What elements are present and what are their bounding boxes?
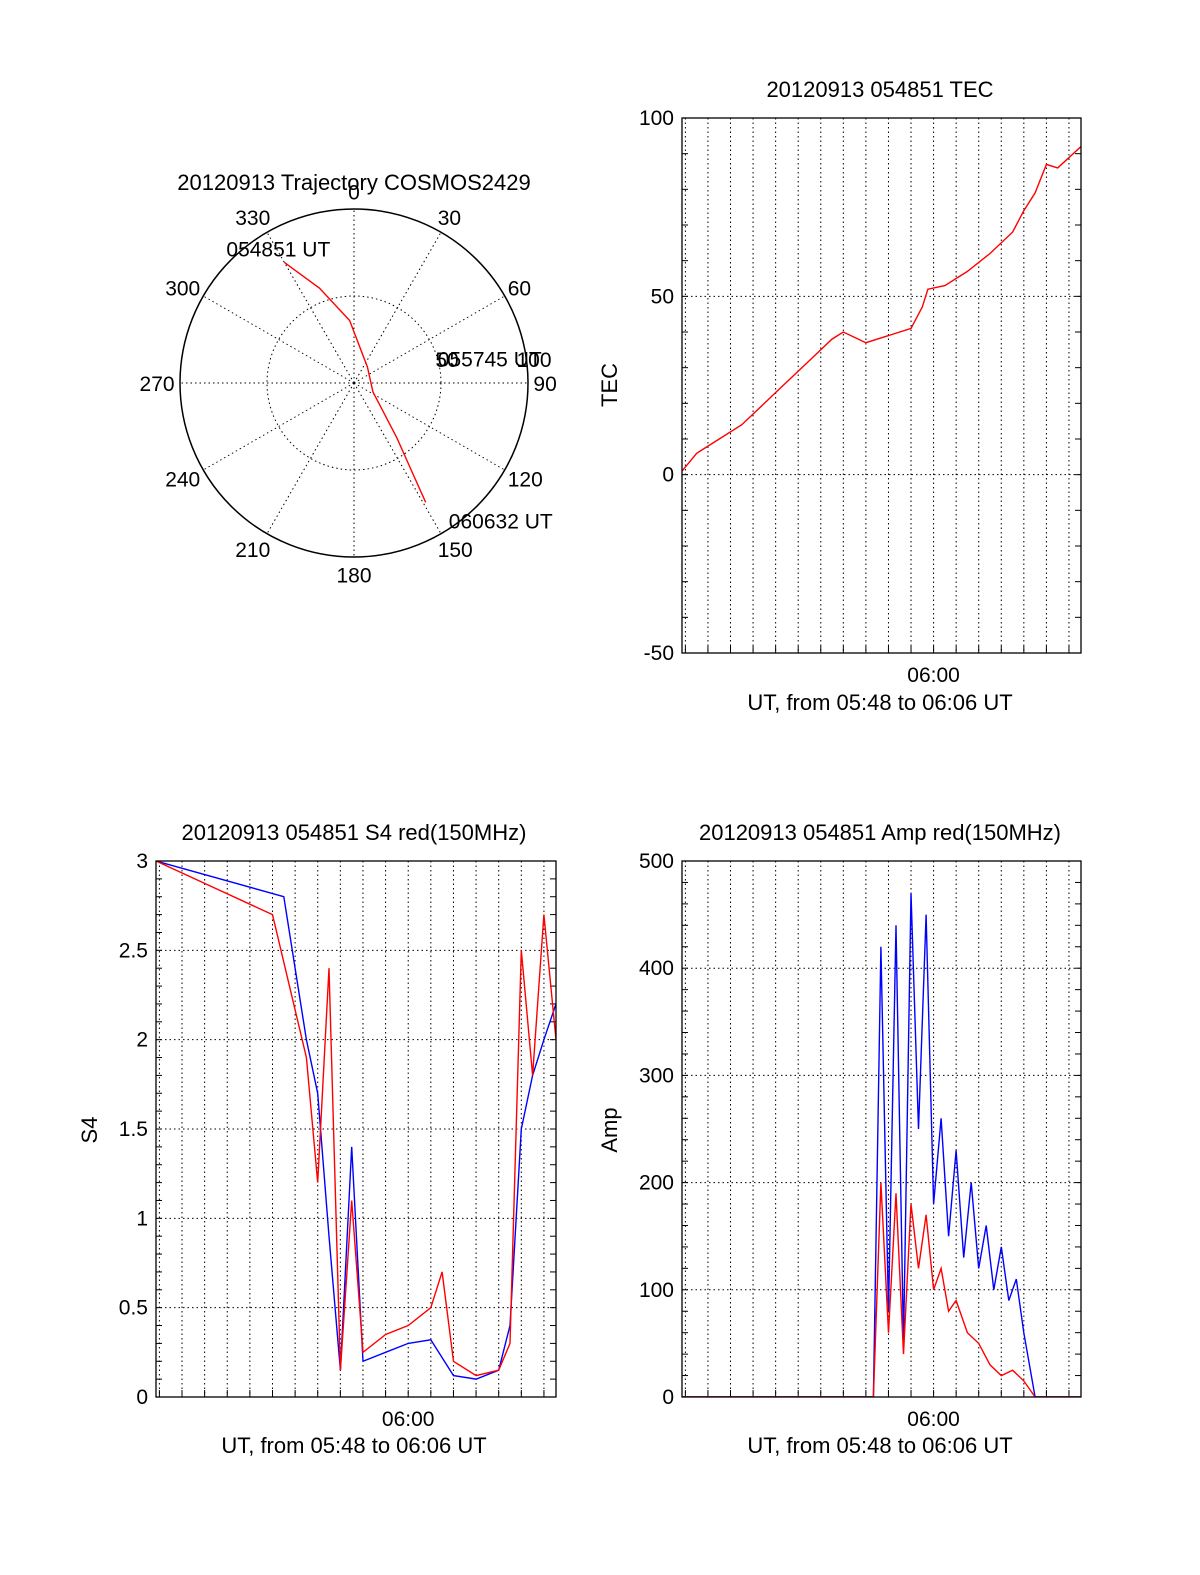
plot-frame <box>681 117 1082 654</box>
polar-radius-label: 50 <box>435 349 458 372</box>
x-tick-label: 06:00 <box>382 1408 435 1431</box>
s4-xlabel: UT, from 05:48 to 06:06 UT <box>221 1433 486 1458</box>
amp-ylabel: Amp <box>597 1107 622 1152</box>
tec-title: 20120913 054851 TEC <box>766 77 993 102</box>
polar-spoke <box>203 382 355 471</box>
y-tick-label: 200 <box>639 1172 674 1195</box>
polar-angle-label: 300 <box>165 277 200 300</box>
y-tick-label: 1 <box>136 1207 148 1230</box>
polar-angle-label: 180 <box>336 564 371 587</box>
y-tick-label: -50 <box>644 642 674 665</box>
y-tick-label: 300 <box>639 1064 674 1087</box>
series-line <box>682 1182 1081 1397</box>
plot-frame <box>681 860 1082 1398</box>
x-tick-label: 06:00 <box>907 664 960 687</box>
s4-chart: 20120913 054851 S4 red(150MHz) 0 0.5 1 1.5 2… <box>77 820 557 1458</box>
polar-angle-label: 150 <box>438 539 473 562</box>
polar-annotations: 054851 UT 055745 UT 060632 UT <box>226 238 552 533</box>
trajectory-line <box>283 261 427 503</box>
polar-angle-label: 210 <box>235 539 270 562</box>
polar-spoke <box>353 232 442 384</box>
amp-chart: 20120913 054851 Amp red(150MHz) 0 100 200 3… <box>597 820 1082 1458</box>
y-tick-label: 100 <box>639 1279 674 1302</box>
polar-radius-label: 100 <box>516 349 551 372</box>
tec-ylabel: TEC <box>597 363 622 407</box>
series-line <box>156 861 556 1377</box>
y-tick-label: 1.5 <box>119 1118 148 1141</box>
polar-angle-label: 30 <box>438 207 461 230</box>
amp-title: 20120913 054851 Amp red(150MHz) <box>699 820 1061 845</box>
series-line <box>682 145 1081 472</box>
polar-angle-label: 270 <box>140 373 175 396</box>
polar-spoke <box>266 382 355 534</box>
polar-spoke <box>353 295 505 384</box>
polar-annotation: 055745 UT <box>438 349 542 372</box>
polar-spoke <box>353 382 505 471</box>
polar-spoke <box>266 232 355 384</box>
tec-xlabel: UT, from 05:48 to 06:06 UT <box>747 690 1012 715</box>
polar-angle-label: 120 <box>508 469 543 492</box>
y-tick-label: 3 <box>136 850 148 873</box>
polar-spoke <box>203 295 355 384</box>
polar-outer-circle <box>179 208 529 558</box>
y-tick-label: 0 <box>136 1386 148 1409</box>
y-tick-label: 2 <box>136 1029 148 1052</box>
y-tick-label: 0.5 <box>119 1297 148 1320</box>
series-line <box>156 861 556 1380</box>
polar-annotation: 060632 UT <box>449 510 553 533</box>
polar-title: 20120913 Trajectory COSMOS2429 <box>177 170 530 195</box>
polar-angle-label: 60 <box>508 277 531 300</box>
y-tick-label: 500 <box>639 850 674 873</box>
polar-angle-label: 0 <box>348 182 360 205</box>
y-tick-label: 400 <box>639 957 674 980</box>
x-tick-label: 06:00 <box>907 1408 960 1431</box>
polar-annotation: 054851 UT <box>226 238 330 261</box>
polar-radius-labels: 50 100 <box>435 349 551 372</box>
trajectory-polar-chart: 20120913 Trajectory COSMOS2429 0 30 60 90 12… <box>140 170 557 587</box>
y-tick-label: 50 <box>651 285 674 308</box>
y-tick-label: 2.5 <box>119 939 148 962</box>
plot-frame <box>155 860 557 1398</box>
tec-chart: 20120913 054851 TEC -50 0 50 100 06:00 TEC U… <box>597 77 1082 715</box>
polar-angle-labels: 0 30 60 90 120 150 180 210 240 270 300 330 <box>140 182 557 588</box>
polar-trajectory <box>283 261 427 503</box>
polar-spoke <box>353 382 442 534</box>
y-tick-label: 0 <box>662 464 674 487</box>
polar-angle-label: 90 <box>533 373 556 396</box>
polar-grid <box>179 208 529 558</box>
s4-ylabel: S4 <box>77 1117 102 1144</box>
y-tick-label: 0 <box>662 1386 674 1409</box>
y-tick-label: 100 <box>639 107 674 130</box>
s4-title: 20120913 054851 S4 red(150MHz) <box>182 820 527 845</box>
polar-angle-label: 240 <box>165 469 200 492</box>
series-line <box>682 893 1081 1397</box>
amp-xlabel: UT, from 05:48 to 06:06 UT <box>747 1433 1012 1458</box>
polar-angle-label: 330 <box>235 207 270 230</box>
